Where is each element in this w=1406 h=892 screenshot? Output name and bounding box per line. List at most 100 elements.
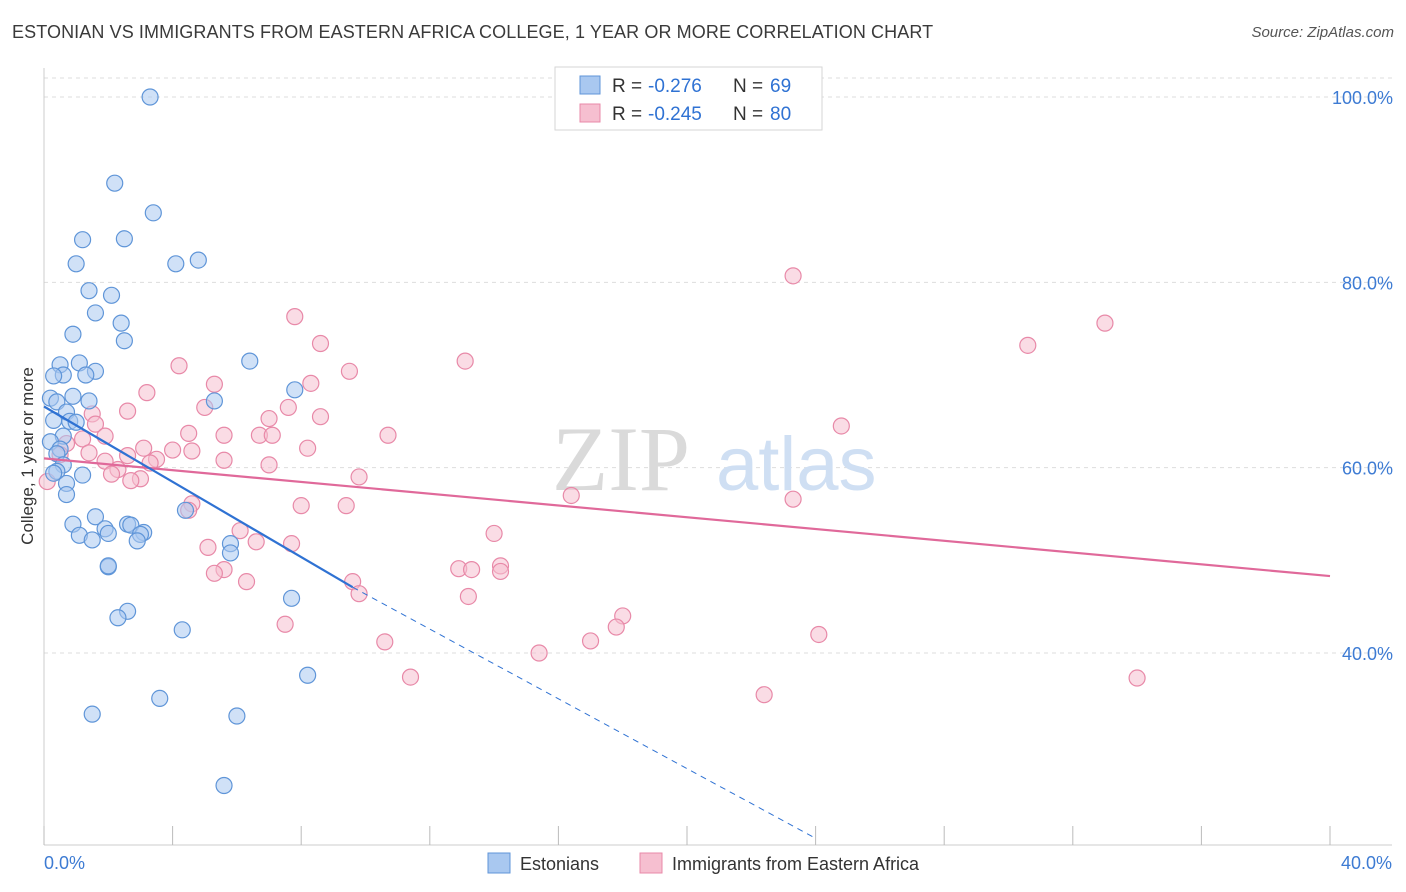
immigrants-point	[86, 415, 105, 433]
estonians-point	[77, 366, 95, 384]
legend-n-label-blue: N =	[733, 76, 763, 97]
x-tick-label-min: 0.0%	[44, 853, 85, 873]
estonians-point	[112, 314, 130, 332]
immigrants-point	[581, 632, 600, 650]
legend-r-value-pink: -0.245	[648, 104, 702, 125]
estonians-point	[106, 174, 124, 192]
estonians-point	[64, 325, 82, 343]
immigrants-point	[180, 424, 198, 442]
estonians-point	[83, 705, 101, 723]
legend-swatch-blue	[579, 75, 601, 95]
legend-r-label-blue: R =	[612, 76, 642, 97]
immigrants-point	[215, 426, 233, 444]
immigrants-point	[205, 375, 223, 393]
immigrants-point	[135, 439, 153, 457]
estonians-point	[109, 609, 127, 627]
y-axis-label: College, 1 year or more	[18, 367, 37, 545]
immigrants-point	[311, 408, 330, 426]
immigrants-point	[231, 522, 249, 540]
immigrants-point	[459, 587, 477, 606]
estonians-point	[228, 707, 246, 725]
immigrants-point	[784, 490, 802, 508]
immigrants-trend-line	[43, 457, 1331, 578]
legend-bottom-label-estonians: Estonians	[520, 854, 599, 874]
immigrants-point	[286, 308, 304, 326]
legend-bottom-label-immigrants: Immigrants from Eastern Africa	[672, 854, 920, 874]
immigrants-point	[199, 538, 217, 556]
immigrants-point	[102, 465, 121, 483]
estonians-point	[167, 255, 185, 273]
estonians-point	[115, 332, 133, 350]
estonians-point	[144, 204, 162, 222]
estonians-point	[173, 621, 191, 639]
immigrants-point	[279, 398, 297, 417]
x-tick-label-max: 40.0%	[1341, 853, 1392, 873]
immigrants-point	[485, 524, 503, 543]
immigrants-point	[237, 573, 256, 591]
immigrants-point	[1019, 336, 1037, 354]
estonians-point	[45, 464, 63, 482]
immigrants-point	[607, 618, 625, 636]
immigrants-point	[247, 533, 265, 551]
estonians-point	[67, 255, 85, 273]
immigrants-point	[138, 384, 156, 402]
source-credit: Source: ZipAtlas.com	[1251, 24, 1394, 41]
estonians-trend-line	[43, 405, 354, 589]
legend-top: R = -0.276 N = 69 R = -0.245 N = 80	[554, 66, 823, 131]
immigrants-point	[379, 426, 397, 444]
estonians-trend-extension	[352, 586, 816, 839]
immigrants-point	[302, 374, 320, 392]
immigrants-point	[118, 402, 137, 420]
y-tick-label: 60.0%	[1342, 459, 1393, 479]
y-tick-label: 100.0%	[1332, 88, 1393, 108]
estonians-point	[73, 466, 92, 484]
estonians-point	[299, 666, 317, 684]
estonians-point	[45, 367, 63, 385]
estonians-point	[151, 689, 169, 708]
immigrants-point	[170, 357, 188, 375]
estonians-point	[83, 531, 101, 549]
immigrants-point	[530, 644, 548, 662]
legend-r-value-blue: -0.276	[648, 76, 702, 97]
estonians-point	[102, 286, 121, 304]
estonians-point	[67, 413, 85, 431]
estonians-point	[128, 532, 146, 550]
x-axis-ticks	[43, 826, 1331, 845]
estonians-point	[241, 352, 259, 370]
estonians-point	[99, 524, 117, 543]
estonians-point	[86, 304, 105, 322]
immigrants-point	[292, 497, 310, 515]
immigrants-point	[276, 615, 294, 633]
trend-lines	[43, 405, 1331, 839]
immigrants-point	[311, 334, 330, 353]
immigrants-point	[73, 430, 92, 448]
immigrants-point	[260, 456, 278, 474]
immigrants-point	[205, 564, 223, 582]
estonians-point	[86, 508, 105, 526]
estonians-point	[73, 231, 92, 249]
estonians-point	[221, 544, 240, 562]
estonians-point	[57, 485, 76, 504]
estonians-point	[205, 392, 223, 410]
immigrants-point	[810, 625, 828, 644]
watermark: ZIP atlas	[552, 408, 877, 510]
legend-bottom-swatch-immigrants	[639, 852, 663, 874]
immigrants-point	[260, 409, 278, 428]
chart-title: ESTONIAN VS IMMIGRANTS FROM EASTERN AFRI…	[12, 22, 934, 42]
legend-r-label-pink: R =	[612, 104, 642, 125]
estonians-point	[176, 501, 195, 519]
immigrants-point	[183, 442, 201, 460]
immigrants-point	[337, 497, 355, 515]
legend-swatch-pink	[579, 103, 601, 123]
immigrants-point	[401, 668, 420, 686]
legend-bottom-swatch-estonians	[487, 852, 511, 874]
immigrants-point	[832, 417, 850, 435]
immigrants-point	[755, 686, 773, 704]
estonians-point	[286, 381, 304, 399]
y-axis-tick-labels: 40.0% 60.0% 80.0% 100.0%	[1332, 88, 1393, 664]
legend-bottom: Estonians Immigrants from Eastern Africa	[487, 852, 920, 874]
estonians-point	[64, 387, 82, 405]
legend-n-value-blue: 69	[770, 76, 791, 97]
immigrants-point	[164, 441, 182, 459]
